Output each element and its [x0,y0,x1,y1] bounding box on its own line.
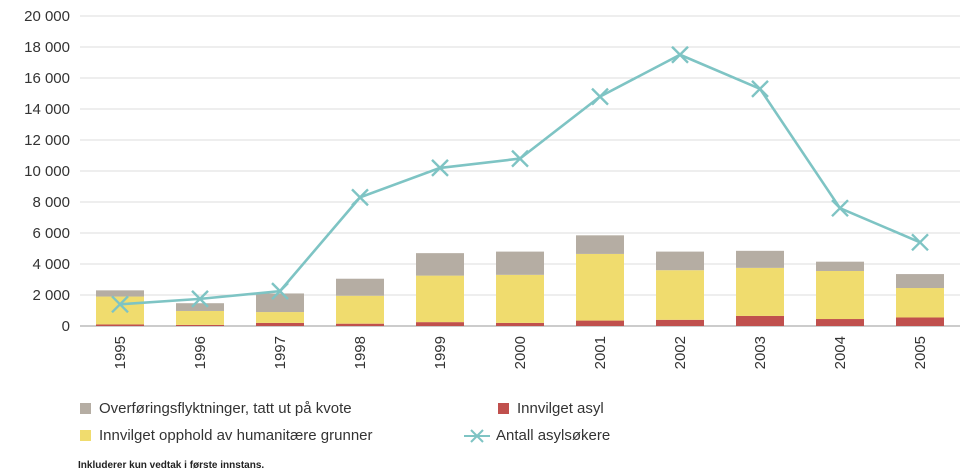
bars [96,235,944,326]
plot-area: 0 2 000 4 000 6 000 8 000 10 000 12 000 14 000 1… [24,8,960,369]
x-tick-label: 2005 [912,336,929,369]
legend-label-kvote: Overføringsflyktninger, tatt ut på kvote [99,400,352,417]
footnote: Inkluderer kun vedtak i første innstans. [78,460,265,471]
point-asylsokere-2000 [511,149,529,168]
point-asylsokere-1999 [431,159,449,177]
legend-item-humanitaere: Innvilget opphold av humanitære grunner [80,427,373,444]
bar-overføringsflyktninger-1995 [96,290,144,297]
bar-overføringsflyktninger-2003 [736,250,784,268]
legend-swatch-asyl [498,403,509,414]
bar-overføringsflyktninger-2002 [656,251,704,271]
point-asylsokere-1995 [111,295,129,314]
bar-overføringsflyktninger-1998 [336,278,384,296]
bar-innvilget-2004 [816,319,864,326]
y-tick-label: 0 [62,318,70,335]
legend-item-asylsokere: Antall asylsøkere [464,427,610,444]
bar-overføringsflyktninger-1997 [256,293,304,313]
legend-swatch-humanitaere [80,430,91,441]
bar-innvilget-2005 [896,317,944,326]
point-asylsokere-2004 [831,199,849,218]
point-asylsokere-1997 [271,282,289,300]
y-tick-label: 20 000 [24,8,70,25]
point-asylsokere-1998 [351,188,369,207]
x-tick-label: 2004 [832,336,849,369]
point-asylsokere-2001 [591,87,609,106]
bar-overføringsflyktninger-1999 [416,253,464,276]
x-tick-label: 2003 [752,336,769,369]
point-asylsokere-2005 [911,233,929,252]
point-asylsokere-2002 [671,45,689,64]
point-asylsokere-2003 [751,80,769,98]
bar-innvilget-2000 [496,322,544,326]
bar-innvilget-1998 [336,323,384,326]
bar-innvilget-1995 [96,296,144,325]
bar-innvilget-2005 [896,288,944,318]
bar-overføringsflyktninger-1996 [176,303,224,311]
bar-innvilget-2001 [576,320,624,326]
x-tick-label: 2002 [672,336,689,369]
x-tick-label: 1997 [272,336,289,369]
bar-innvilget-1995 [96,324,144,326]
bar-innvilget-2004 [816,270,864,320]
bar-innvilget-1998 [336,295,384,324]
legend-label-asylsokere: Antall asylsøkere [496,427,611,444]
x-tick-label: 1998 [352,336,369,369]
y-tick-label: 16 000 [24,70,70,87]
y-tick-label: 10 000 [24,163,70,180]
y-tick-label: 18 000 [24,39,70,56]
bar-innvilget-1997 [256,312,304,323]
bar-innvilget-2002 [656,270,704,320]
bar-overføringsflyktninger-2005 [896,274,944,289]
bar-overføringsflyktninger-2000 [496,251,544,275]
x-tick-label: 2000 [512,336,529,369]
bar-innvilget-2001 [576,253,624,321]
y-tick-label: 8 000 [32,194,70,211]
x-axis-ticks: 1995 1996 1997 1998 1999 2000 2001 2002 2003 2004… [112,336,929,369]
point-asylsokere-1996 [191,290,209,308]
y-tick-label: 12 000 [24,132,70,149]
legend-swatch-kvote [80,403,91,414]
bar-innvilget-2002 [656,319,704,326]
bar-overføringsflyktninger-2004 [816,261,864,271]
bar-innvilget-1999 [416,322,464,326]
y-tick-label: 14 000 [24,101,70,118]
legend-item-asyl: Innvilget asyl [498,400,604,417]
bar-innvilget-2003 [736,267,784,316]
bar-innvilget-1996 [176,310,224,325]
legend-label-asyl: Innvilget asyl [517,400,604,417]
bar-innvilget-1997 [256,322,304,326]
x-tick-label: 1995 [112,336,129,369]
y-tick-label: 6 000 [32,225,70,242]
legend-cross-icon [464,428,490,443]
bar-innvilget-1996 [176,324,224,326]
y-tick-label: 2 000 [32,287,70,304]
bar-innvilget-2000 [496,274,544,323]
x-tick-label: 2001 [592,336,609,369]
bar-innvilget-2003 [736,315,784,326]
y-tick-label: 4 000 [32,256,70,273]
bar-overføringsflyktninger-2001 [576,235,624,254]
asylsokere-line [111,45,929,314]
x-tick-label: 1996 [192,336,209,369]
x-tick-label: 1999 [432,336,449,369]
legend-item-kvote: Overføringsflyktninger, tatt ut på kvote [80,400,352,417]
y-axis-ticks: 0 2 000 4 000 6 000 8 000 10 000 12 000 14 000 1… [24,8,70,335]
legend-label-humanitaere: Innvilget opphold av humanitære grunner [99,427,373,444]
bar-innvilget-1999 [416,275,464,323]
